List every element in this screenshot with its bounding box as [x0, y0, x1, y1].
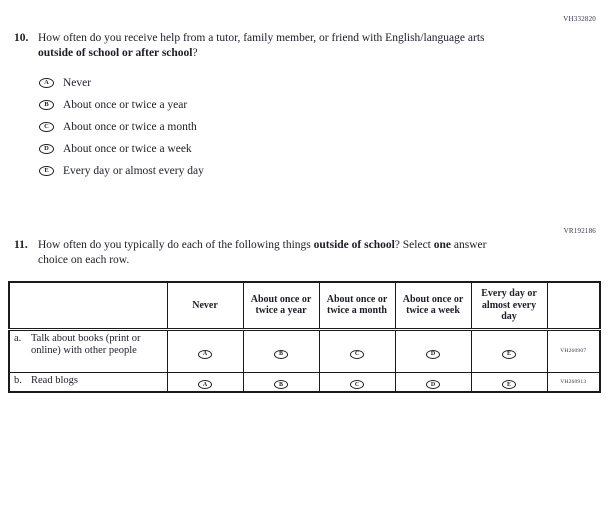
- answer-bubble-c-icon[interactable]: C: [39, 122, 54, 132]
- col-header-never: Never: [166, 281, 244, 331]
- grid-row-talk-about-books: a. Talk about books (print or online) wi…: [8, 328, 601, 373]
- question-10-text-plain: How often do you receive help from a tut…: [38, 32, 485, 44]
- answer-bubble-d-icon[interactable]: D: [426, 380, 440, 389]
- question-11-text-plain: answer choice on each row.: [38, 239, 487, 266]
- row-label-text: Read blogs: [31, 375, 78, 387]
- row-label-cell: b. Read blogs: [8, 371, 168, 392]
- col-header-once-twice-month: About once or twice a month: [318, 281, 396, 331]
- q10-option-c[interactable]: C About once or twice a month: [39, 116, 204, 138]
- option-label: Never: [63, 77, 92, 89]
- option-label: About once or twice a year: [63, 99, 188, 111]
- question-10-text-end: ?: [192, 47, 198, 59]
- answer-bubble-d-icon[interactable]: D: [426, 349, 440, 359]
- row-accession-code: VH260913: [546, 371, 601, 392]
- question-11-answer-grid: Never About once or twice a year About o…: [8, 281, 601, 393]
- row-label-cell: a. Talk about books (print or online) wi…: [8, 328, 168, 373]
- bubble-cell-every-day[interactable]: E: [470, 371, 548, 392]
- bubble-cell-once-twice-year[interactable]: B: [242, 371, 320, 392]
- col-header-every-day: Every day or almost every day: [470, 281, 548, 331]
- bubble-cell-once-twice-month[interactable]: C: [318, 328, 396, 373]
- answer-bubble-e-icon[interactable]: E: [502, 380, 516, 389]
- answer-bubble-b-icon[interactable]: B: [274, 349, 288, 359]
- option-label: Every day or almost every day: [63, 165, 204, 177]
- grid-corner-cell: [8, 281, 168, 331]
- bubble-cell-every-day[interactable]: E: [470, 328, 548, 373]
- bubble-cell-never[interactable]: A: [166, 371, 244, 392]
- col-header-once-twice-week: About once or twice a week: [394, 281, 472, 331]
- grid-header-row: Never About once or twice a year About o…: [8, 281, 601, 331]
- question-10-text: How often do you receive help from a tut…: [38, 31, 492, 61]
- question-10-number: 10.: [14, 32, 29, 44]
- row-letter: a.: [14, 332, 22, 344]
- question-10-options: A Never B About once or twice a year C A…: [39, 72, 204, 182]
- question-10-accession-code: VH332820: [563, 15, 596, 23]
- grid-row-read-blogs: b. Read blogs A B C D E VH260913: [8, 371, 601, 392]
- bubble-cell-once-twice-week[interactable]: D: [394, 371, 472, 392]
- row-label-text: Talk about books (print or online) with …: [31, 332, 141, 357]
- bubble-cell-once-twice-year[interactable]: B: [242, 328, 320, 373]
- answer-bubble-c-icon[interactable]: C: [350, 349, 364, 359]
- question-11-text-bold: outside of school: [313, 239, 395, 251]
- answer-bubble-e-icon[interactable]: E: [39, 166, 54, 176]
- question-11-text-plain: How often do you typically do each of th…: [38, 239, 314, 251]
- answer-bubble-e-icon[interactable]: E: [502, 349, 516, 359]
- bubble-cell-once-twice-month[interactable]: C: [318, 371, 396, 392]
- question-10: 10. How often do you receive help from a…: [14, 31, 492, 61]
- row-letter: b.: [14, 375, 22, 387]
- option-label: About once or twice a month: [63, 121, 197, 133]
- question-11-number: 11.: [14, 239, 28, 251]
- question-11-text-bold: one: [433, 239, 451, 251]
- question-10-text-bold: outside of school or after school: [38, 47, 193, 59]
- question-11-accession-code: VR192186: [563, 227, 596, 235]
- answer-bubble-a-icon[interactable]: A: [198, 349, 212, 359]
- answer-bubble-d-icon[interactable]: D: [39, 144, 54, 154]
- col-header-once-twice-year: About once or twice a year: [242, 281, 320, 331]
- q10-option-d[interactable]: D About once or twice a week: [39, 138, 204, 160]
- q10-option-e[interactable]: E Every day or almost every day: [39, 160, 204, 182]
- grid-code-header-cell: [546, 281, 601, 331]
- bubble-cell-once-twice-week[interactable]: D: [394, 328, 472, 373]
- bubble-cell-never[interactable]: A: [166, 328, 244, 373]
- question-11-text: How often do you typically do each of th…: [38, 238, 514, 268]
- q10-option-a[interactable]: A Never: [39, 72, 204, 94]
- option-label: About once or twice a week: [63, 143, 192, 155]
- question-11-text-plain: ? Select: [394, 239, 434, 251]
- answer-bubble-b-icon[interactable]: B: [274, 380, 288, 389]
- question-11: 11. How often do you typically do each o…: [14, 238, 514, 268]
- q10-option-b[interactable]: B About once or twice a year: [39, 94, 204, 116]
- answer-bubble-c-icon[interactable]: C: [350, 380, 364, 389]
- answer-bubble-a-icon[interactable]: A: [39, 78, 54, 88]
- answer-bubble-b-icon[interactable]: B: [39, 100, 54, 110]
- row-accession-code: VH260907: [546, 328, 601, 373]
- answer-bubble-a-icon[interactable]: A: [198, 380, 212, 389]
